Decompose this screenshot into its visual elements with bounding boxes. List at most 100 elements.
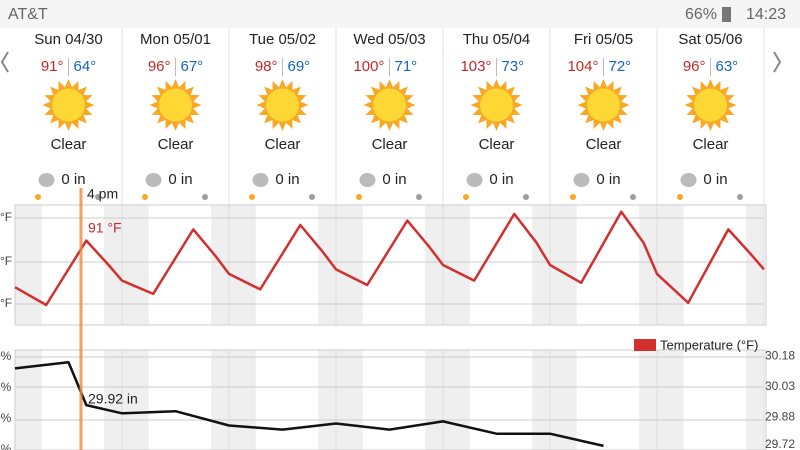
status-bar: [0, 0, 800, 28]
rain-drop-icon: [466, 173, 483, 187]
low-temp: 69°: [288, 58, 311, 75]
high-temp: 103°: [460, 58, 491, 75]
sunrise-dot: [142, 194, 148, 200]
y2-tick-label: 30.03: [765, 379, 795, 393]
rain-drop-icon: [680, 173, 697, 187]
y-axis-label: °F: [0, 210, 12, 224]
rain-drop-icon: [145, 173, 162, 187]
carrier: AT&T: [8, 6, 48, 23]
cursor-pressure: 29.92 in: [88, 391, 138, 407]
night-band: [639, 350, 684, 450]
sunset-dot: [630, 194, 636, 200]
sunset-dot: [523, 194, 529, 200]
rain-drop-icon: [573, 173, 590, 187]
night-band: [425, 350, 470, 450]
sunrise-dot: [570, 194, 576, 200]
condition: Clear: [265, 136, 301, 153]
cursor-time: 4 pm: [87, 186, 118, 202]
high-temp: 104°: [567, 58, 598, 75]
night-band: [639, 205, 684, 325]
precip: 0 in: [703, 171, 727, 188]
high-temp: 96°: [683, 58, 706, 75]
sunset-dot: [309, 194, 315, 200]
sunset-dot: [737, 194, 743, 200]
prev-arrow[interactable]: [0, 51, 9, 73]
condition: Clear: [158, 136, 194, 153]
low-temp: 63°: [716, 58, 739, 75]
y-axis-label: °F: [0, 296, 12, 310]
y-axis-label: °F: [0, 254, 12, 268]
precip: 0 in: [168, 171, 192, 188]
condition: Clear: [372, 136, 408, 153]
night-band: [425, 205, 470, 325]
y2-tick-label: 29.88: [765, 410, 795, 424]
y-axis-label: 5%: [0, 442, 12, 450]
sun-icon: [265, 87, 300, 123]
precip: 0 in: [61, 171, 85, 188]
y-axis-label: 0%: [0, 411, 12, 425]
series-line: [14, 360, 604, 448]
sunset-dot: [202, 194, 208, 200]
legend-swatch: [634, 339, 656, 351]
day-date: Mon 05/01: [140, 31, 211, 48]
sun-icon: [51, 87, 86, 123]
night-band: [211, 205, 256, 325]
rain-drop-icon: [38, 173, 55, 187]
precip: 0 in: [275, 171, 299, 188]
high-temp: 100°: [353, 58, 384, 75]
sun-icon: [693, 87, 728, 123]
sun-icon: [479, 87, 514, 123]
day-date: Wed 05/03: [353, 31, 425, 48]
night-band: [104, 350, 149, 450]
rain-drop-icon: [252, 173, 269, 187]
sunset-dot: [95, 194, 101, 200]
rain-drop-icon: [359, 173, 376, 187]
sunrise-dot: [463, 194, 469, 200]
day-date: Fri 05/05: [574, 31, 633, 48]
charts: °F °F °F 0% 5% 0% 5% 30.18 30.03 29.88 29.72 Temper…: [0, 186, 795, 450]
y2-tick-label: 29.72: [765, 437, 795, 450]
night-band: [746, 205, 764, 325]
low-temp: 71°: [395, 58, 418, 75]
low-temp: 72°: [609, 58, 632, 75]
next-arrow[interactable]: [773, 51, 782, 73]
night-band: [532, 205, 577, 325]
clock: 14:23: [746, 6, 786, 23]
night-band: [211, 350, 256, 450]
low-temp: 67°: [181, 58, 204, 75]
condition: Clear: [51, 136, 87, 153]
sunrise-dot: [35, 194, 41, 200]
condition: Clear: [693, 136, 729, 153]
plot-frame: [14, 349, 767, 450]
battery: 66%: [685, 6, 717, 23]
sun-icon: [586, 87, 621, 123]
night-band: [318, 205, 363, 325]
day-date: Sun 04/30: [34, 31, 102, 48]
cursor-temp: 91 °F: [88, 220, 122, 236]
legend-label: Temperature (°F): [660, 337, 758, 352]
precip: 0 in: [596, 171, 620, 188]
sunrise-dot: [356, 194, 362, 200]
night-band: [104, 205, 149, 325]
low-temp: 73°: [502, 58, 525, 75]
sunrise-dot: [249, 194, 255, 200]
condition: Clear: [479, 136, 515, 153]
day-date: Sat 05/06: [678, 31, 742, 48]
y2-tick-label: 30.18: [765, 348, 795, 362]
plot-frame: [14, 204, 767, 326]
sun-icon: [158, 87, 193, 123]
night-band: [318, 350, 363, 450]
high-temp: 96°: [148, 58, 171, 75]
night-band: [746, 350, 764, 450]
precip: 0 in: [489, 171, 513, 188]
condition: Clear: [586, 136, 622, 153]
series-line: [14, 210, 765, 307]
battery-icon: [722, 7, 731, 22]
precip: 0 in: [382, 171, 406, 188]
sun-icon: [372, 87, 407, 123]
y-axis-label: 0%: [0, 349, 12, 363]
low-temp: 64°: [74, 58, 97, 75]
sunrise-dot: [677, 194, 683, 200]
sunset-dot: [416, 194, 422, 200]
